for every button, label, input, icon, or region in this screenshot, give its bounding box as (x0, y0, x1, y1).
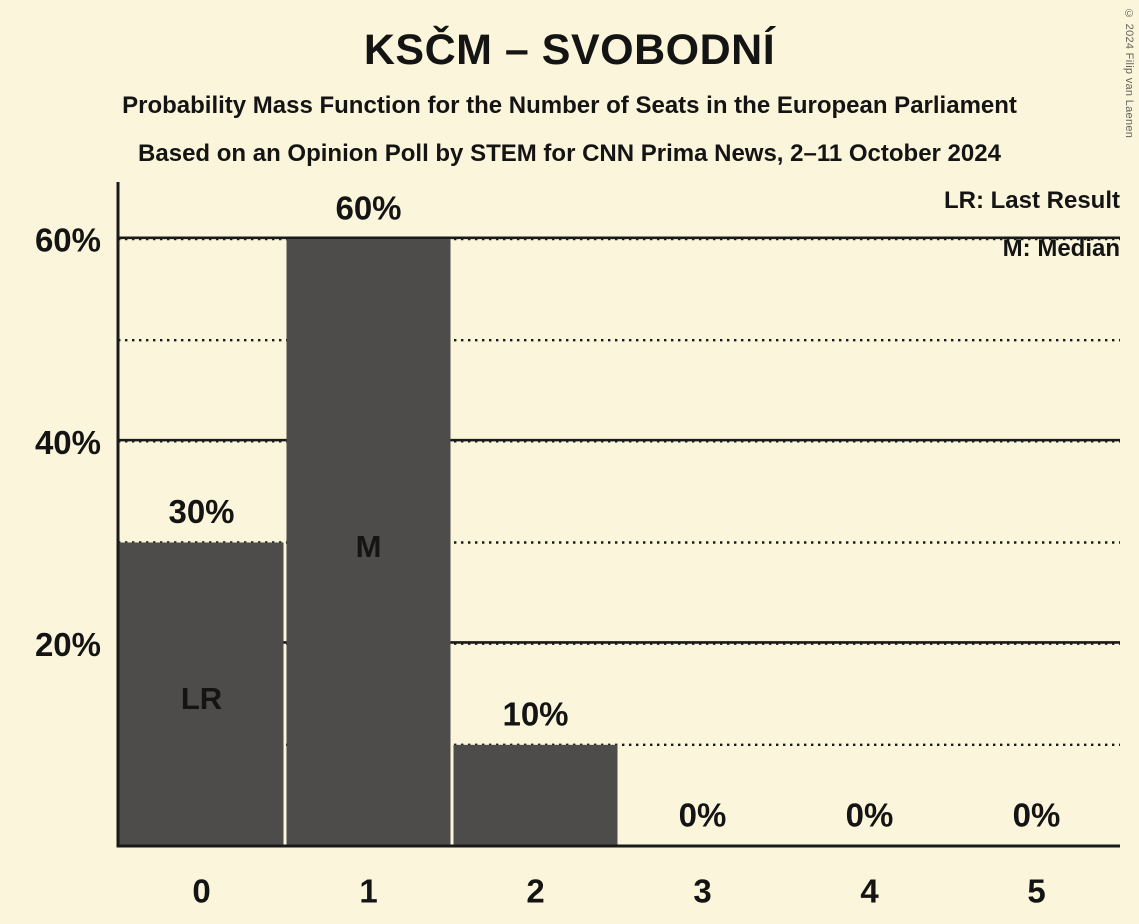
bar-inner-label-LR: LR (181, 681, 222, 716)
x-tick-label-1: 1 (359, 873, 377, 910)
x-tick-label-2: 2 (526, 873, 544, 910)
x-tick-label-5: 5 (1027, 873, 1045, 910)
legend-last-result: LR: Last Result (943, 187, 1120, 214)
y-tick-label-40: 40% (35, 424, 101, 461)
bar-value-label-4: 0% (846, 797, 894, 834)
bar-value-label-0: 30% (168, 493, 234, 530)
bar-seats-1 (286, 239, 451, 846)
bar-seats-2 (453, 744, 618, 846)
bar-inner-label-M: M (356, 529, 382, 564)
bar-value-label-2: 10% (502, 695, 568, 732)
x-tick-label-3: 3 (693, 873, 711, 910)
bar-value-label-1: 60% (335, 190, 401, 227)
y-tick-label-20: 20% (35, 626, 101, 663)
y-tick-label-60: 60% (35, 222, 101, 259)
bar-value-label-3: 0% (679, 797, 727, 834)
x-tick-label-0: 0 (192, 873, 210, 910)
chart-title: KSČM – SVOBODNÍ (363, 26, 776, 74)
bar-seats-0 (119, 542, 284, 846)
chart-subtitle-line2: Based on an Opinion Poll by STEM for CNN… (138, 140, 1001, 167)
x-tick-label-4: 4 (860, 873, 879, 910)
copyright-notice: © 2024 Filip van Laenen (1123, 8, 1135, 139)
bar-value-label-5: 0% (1013, 797, 1061, 834)
chart-subtitle-line1: Probability Mass Function for the Number… (122, 92, 1017, 119)
